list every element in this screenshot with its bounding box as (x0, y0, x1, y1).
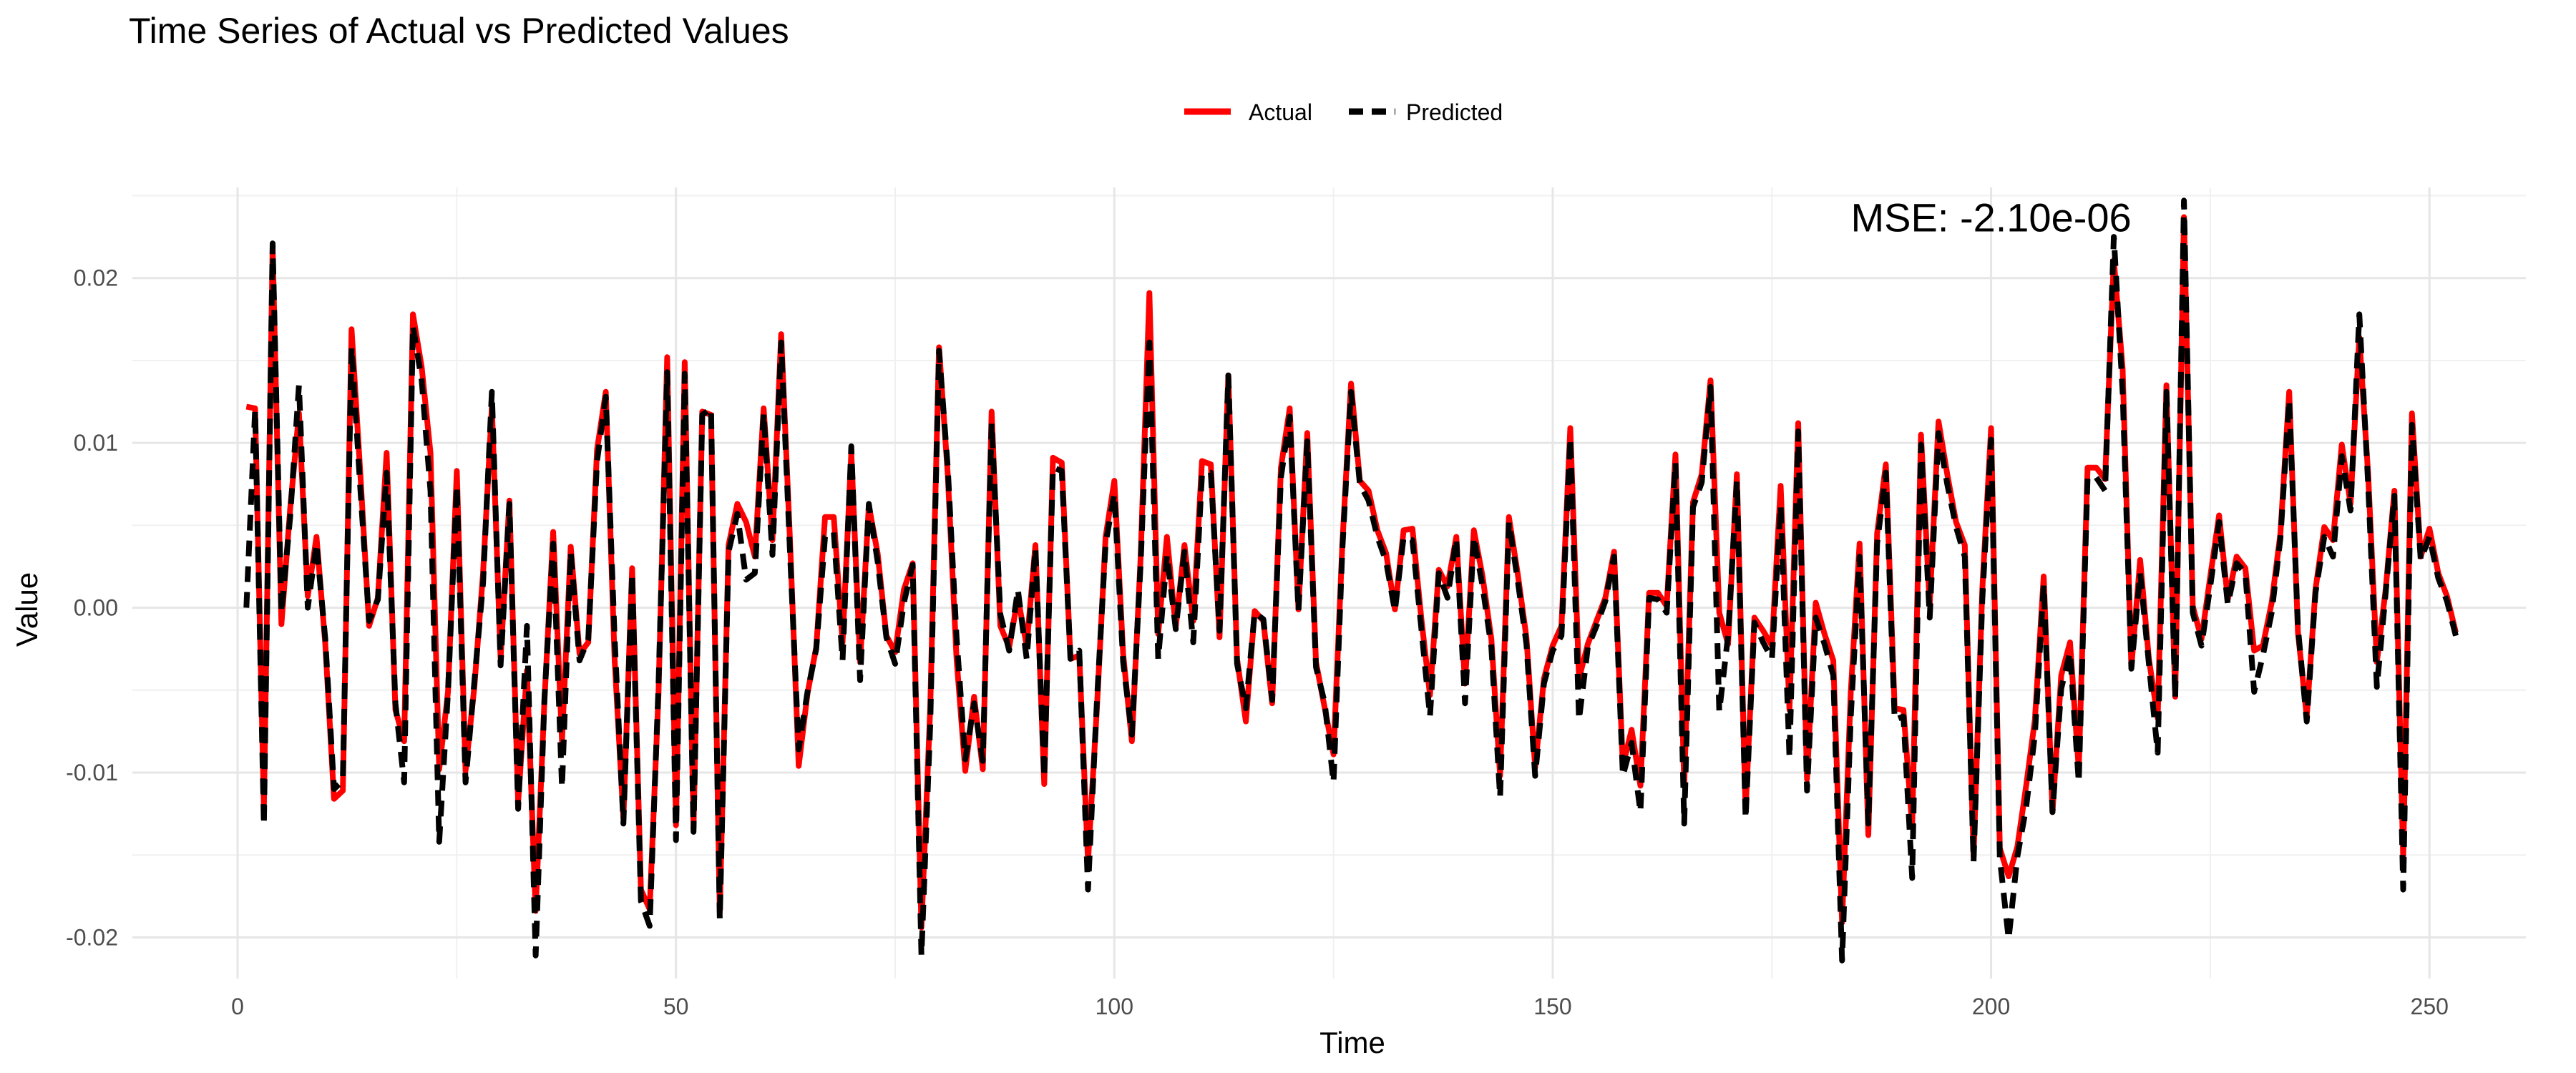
series-line-predicted (243, 197, 2459, 964)
series-line-actual (245, 214, 2459, 931)
y-tick-label: 0.02 (74, 265, 118, 291)
x-axis-title: Time (1319, 1026, 1385, 1059)
y-tick-label: -0.01 (66, 760, 118, 785)
series-lines (243, 197, 2459, 964)
x-tick-label: 150 (1533, 994, 1571, 1019)
y-axis-title: Value (10, 572, 44, 647)
chart-title: Time Series of Actual vs Predicted Value… (129, 11, 789, 51)
mse-annotation: MSE: -2.10e-06 (1850, 195, 2131, 240)
legend: Actual Predicted (1184, 99, 1503, 125)
tick-labels: 0 50 100 150 200 250 -0.02 -0.01 0.00 0.01 0.02 (66, 265, 2449, 1019)
y-tick-label: 0.01 (74, 430, 118, 456)
legend-label-predicted: Predicted (1406, 99, 1503, 125)
x-tick-label: 100 (1096, 994, 1133, 1019)
y-tick-label: 0.00 (74, 595, 118, 621)
x-tick-label: 50 (663, 994, 689, 1019)
x-tick-label: 200 (1972, 994, 2010, 1019)
x-tick-label: 0 (231, 994, 244, 1019)
x-tick-label: 250 (2411, 994, 2449, 1019)
gridlines (132, 187, 2526, 979)
y-tick-label: -0.02 (66, 924, 118, 950)
legend-label-actual: Actual (1249, 99, 1312, 125)
